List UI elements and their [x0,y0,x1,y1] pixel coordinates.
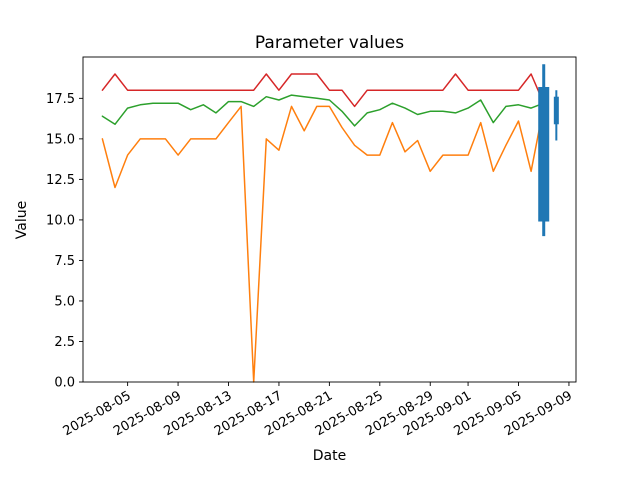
x-axis-label: Date [312,448,347,464]
y-tick-label: 0.0 [54,376,75,391]
candle-body-1 [538,86,550,222]
chart-title: Parameter values [254,33,405,53]
y-tick-label: 7.5 [54,254,75,269]
y-tick-label: 15.0 [46,132,75,147]
y-tick-label: 17.5 [46,92,75,107]
candle-body-2 [553,96,559,125]
y-tick-label: 5.0 [54,294,75,309]
y-tick-label: 2.5 [54,335,75,350]
y-tick-label: 10.0 [46,213,75,228]
series-green-line [101,94,545,127]
y-tick-label: 12.5 [46,173,75,188]
series-orange-line [101,105,545,383]
series-red-line [101,73,545,108]
